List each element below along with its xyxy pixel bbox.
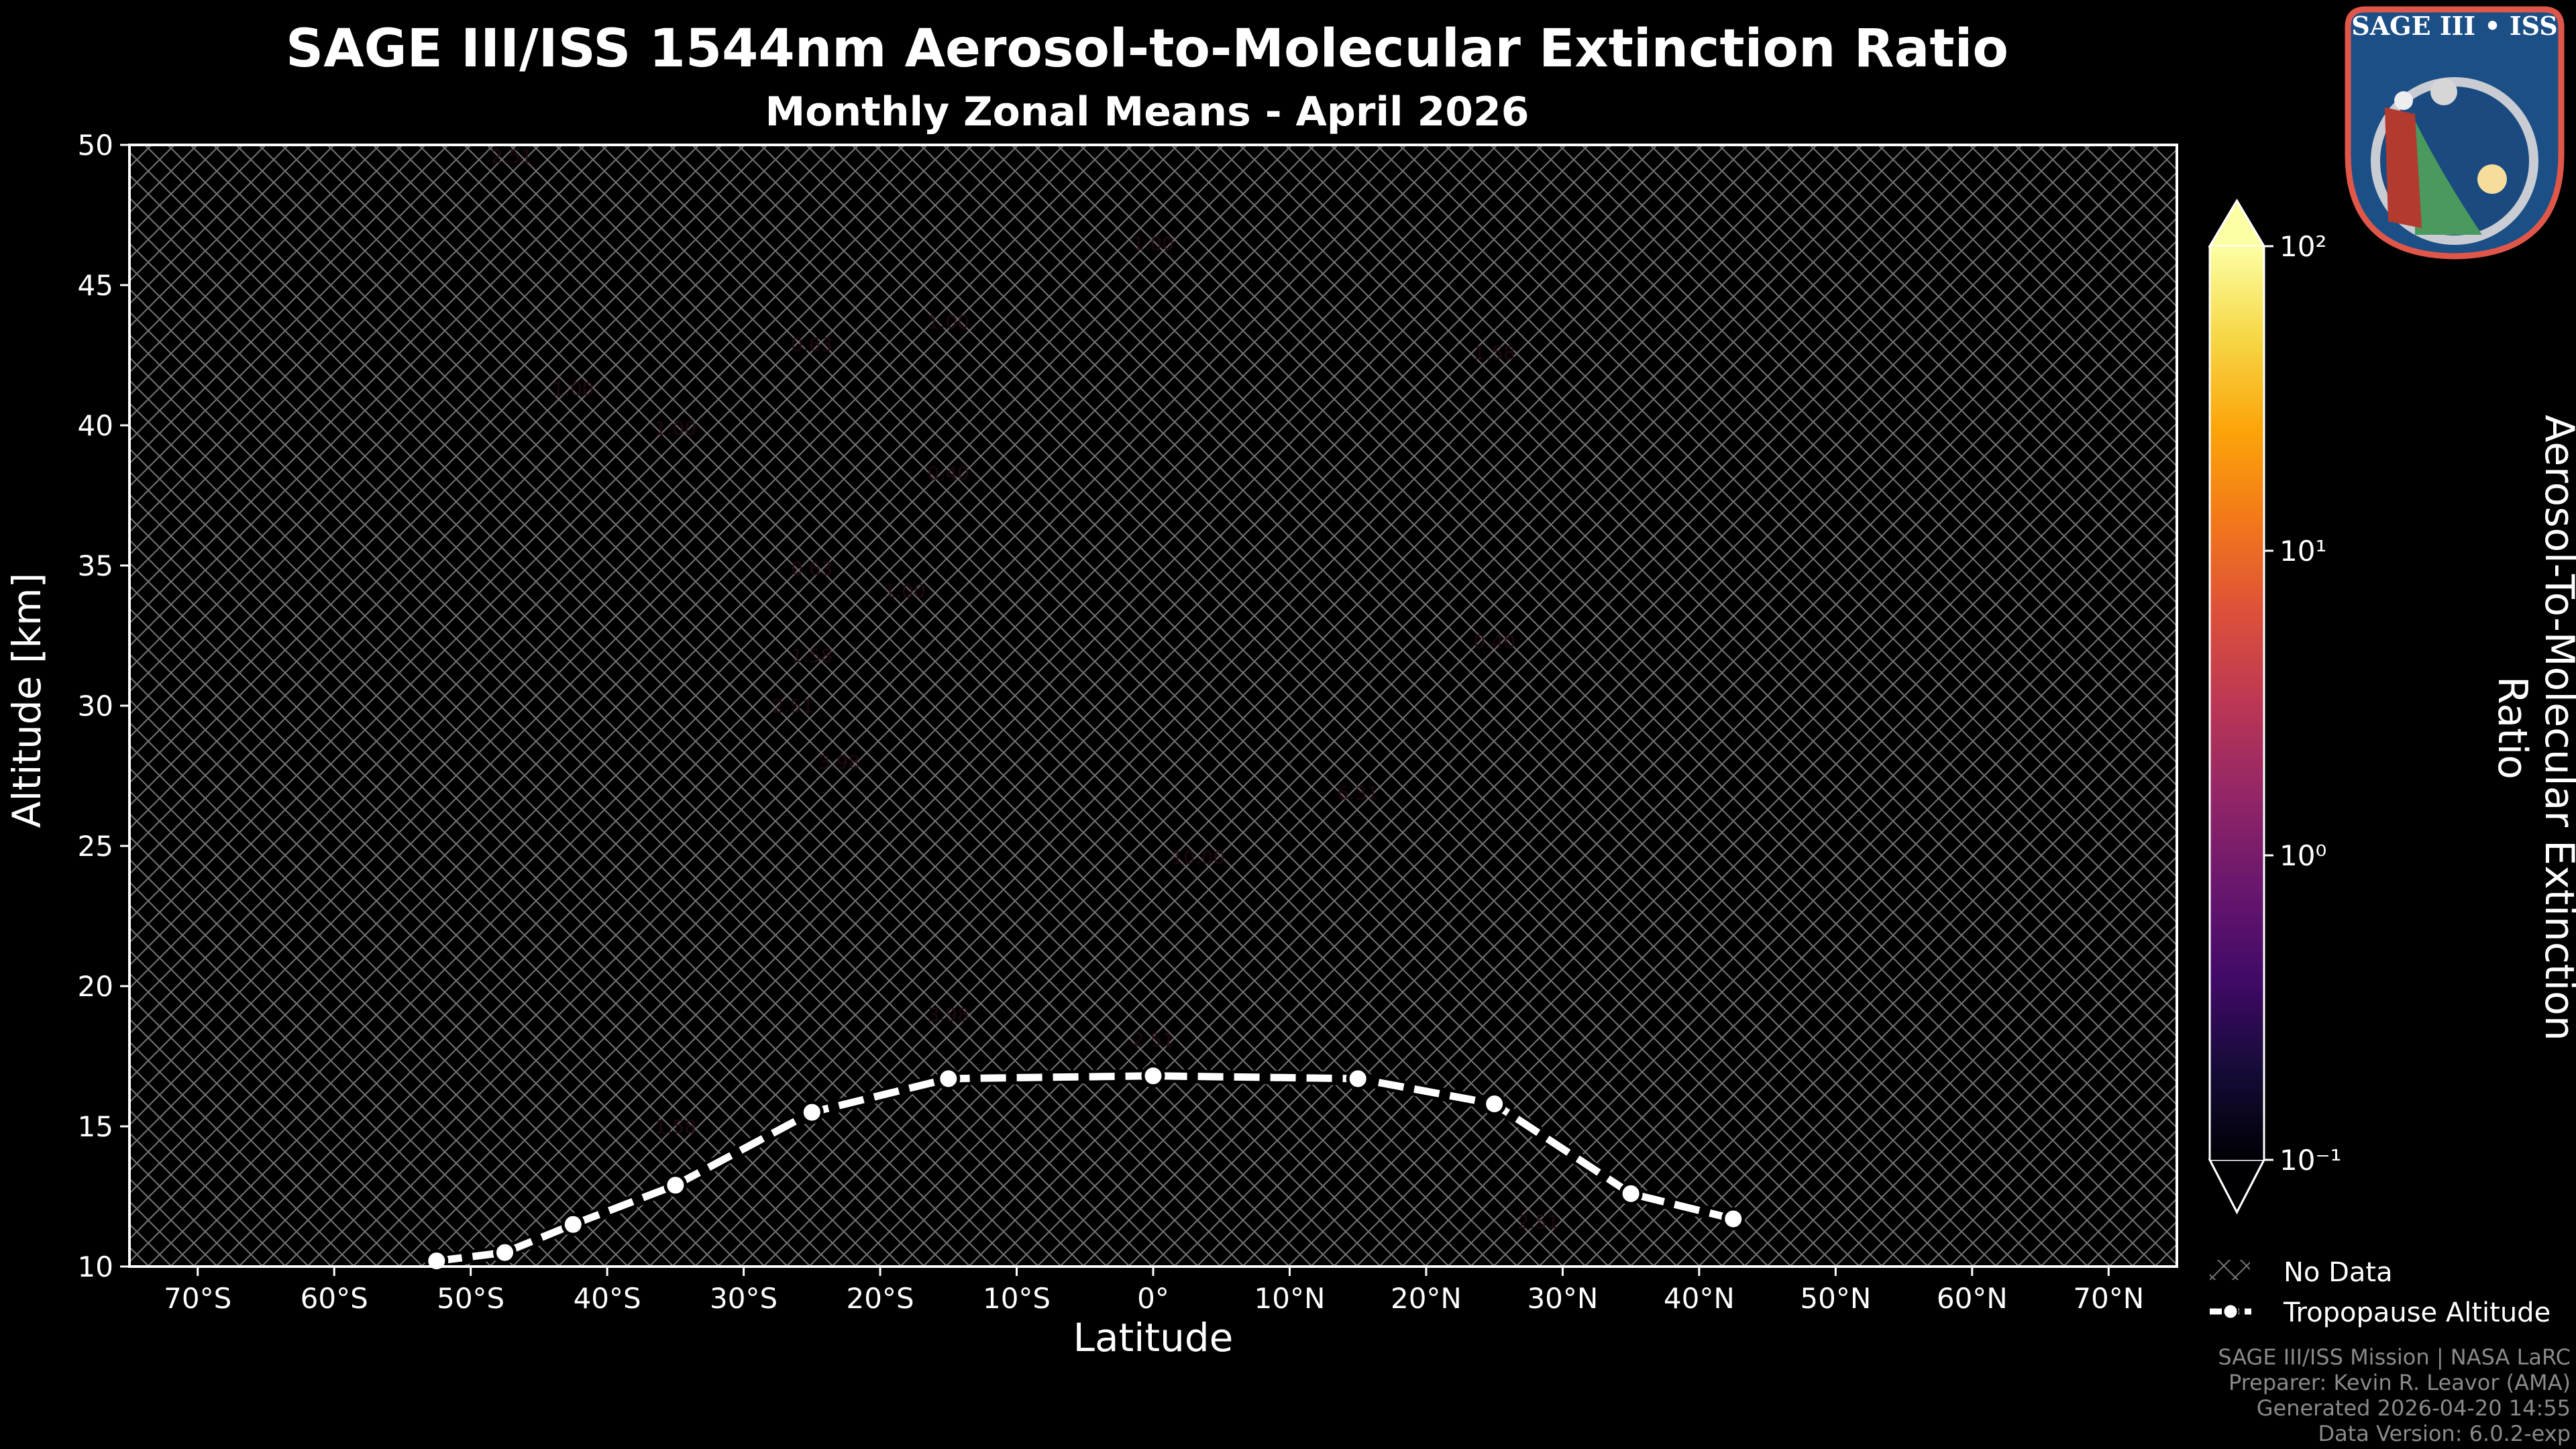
x-tick-label: 70°S bbox=[164, 1282, 231, 1315]
contour-label: 1.00 bbox=[884, 580, 926, 602]
tropopause-point bbox=[1721, 1207, 1746, 1231]
colorbar-label: Aerosol-To-Molecular Extinction Ratio bbox=[2489, 415, 2576, 1041]
legend-hatch-icon bbox=[2210, 1260, 2250, 1280]
colorbar-tick-label: 10⁻¹ bbox=[2279, 1144, 2341, 1177]
colorbar-extend-min bbox=[2208, 1159, 2266, 1215]
tropopause-point bbox=[936, 1067, 961, 1091]
colorbar: 10⁻¹ 10⁰ 10¹ 10² bbox=[2208, 199, 2341, 1215]
legend-tropopause-marker bbox=[2222, 1303, 2239, 1320]
y-axis-label: Altitude [km] bbox=[4, 572, 50, 828]
contour-label: 0.40 bbox=[1473, 631, 1515, 653]
colorbar-extend-max bbox=[2208, 199, 2266, 248]
x-tick-label: 40°S bbox=[574, 1282, 641, 1315]
y-tick-label: 45 bbox=[78, 269, 113, 302]
svg-text:SAGE III • ISS: SAGE III • ISS bbox=[2351, 11, 2557, 41]
y-tick-label: 50 bbox=[78, 129, 113, 162]
x-tick-label: 60°N bbox=[1937, 1282, 2008, 1315]
y-axis-ticks: 10 15 20 25 30 35 40 45 50 bbox=[78, 129, 129, 1283]
x-tick-label: 30°S bbox=[710, 1282, 777, 1315]
colorbar-tick-label: 10¹ bbox=[2279, 535, 2326, 568]
footer-generated: Generated 2026-04-20 14:55 bbox=[2256, 1395, 2571, 1421]
tropopause-point bbox=[1619, 1181, 1643, 1205]
contour-label: 6.31 bbox=[1337, 782, 1379, 804]
contour-label: 1.00 bbox=[928, 311, 969, 333]
footer-version: Data Version: 6.0.2-exp bbox=[2318, 1421, 2571, 1446]
contour-labels: 6.31 10.00 3.98 2.51 1.58 1.00 0.63 3.98 2.51 1.5… bbox=[491, 146, 1559, 1233]
contour-label: 1.58 bbox=[655, 1116, 696, 1138]
y-tick-label: 35 bbox=[78, 549, 113, 582]
x-tick-label: 10°N bbox=[1254, 1282, 1326, 1315]
legend: No Data Tropopause Altitude bbox=[2210, 1257, 2551, 1328]
chart-subtitle: Monthly Zonal Means - April 2026 bbox=[765, 89, 1529, 136]
x-axis-label: Latitude bbox=[1073, 1315, 1234, 1360]
tropopause-point bbox=[1346, 1067, 1370, 1091]
legend-tropopause-label: Tropopause Altitude bbox=[2283, 1297, 2551, 1328]
x-tick-label: 20°N bbox=[1391, 1282, 1462, 1315]
contour-label: 2.51 bbox=[772, 695, 814, 717]
legend-no-data-label: No Data bbox=[2284, 1257, 2393, 1288]
y-tick-label: 10 bbox=[78, 1250, 113, 1283]
tropopause-point bbox=[1483, 1092, 1507, 1116]
contour-label: 2.51 bbox=[1132, 1028, 1174, 1051]
no-data-regions bbox=[129, 145, 2177, 1267]
contour-label: 0.63 bbox=[791, 333, 833, 356]
y-tick-label: 15 bbox=[78, 1110, 113, 1143]
sage-iii-iss-logo: SAGE III • ISS bbox=[2345, 6, 2565, 260]
x-tick-label: 0° bbox=[1137, 1282, 1169, 1315]
contour-label: 3.98 bbox=[928, 1004, 969, 1026]
contour-label: 3.98 bbox=[818, 751, 860, 773]
contour-label: 1.00 bbox=[552, 378, 594, 400]
contour-label: 1.00 bbox=[1132, 232, 1174, 254]
contour-label: 1.58 bbox=[791, 645, 833, 667]
x-tick-label: 10°S bbox=[983, 1282, 1051, 1315]
chart-title: SAGE III/ISS 1544nm Aerosol-to-Molecular… bbox=[286, 19, 2008, 79]
footer-mission: SAGE III/ISS Mission | NASA LaRC bbox=[2218, 1344, 2571, 1370]
colorbar-tick-label: 10² bbox=[2279, 230, 2326, 263]
x-axis-ticks: 70°S 60°S 50°S 40°S 30°S 20°S 10°S 0° 10°N 20°N 30… bbox=[164, 1267, 2144, 1315]
x-tick-label: 50°N bbox=[1800, 1282, 1871, 1315]
tropopause-point bbox=[663, 1173, 688, 1197]
contour-label: 2.51 bbox=[1517, 1211, 1559, 1233]
contour-label: 10.00 bbox=[1171, 847, 1225, 869]
y-tick-label: 25 bbox=[78, 830, 113, 863]
tropopause-line bbox=[425, 1064, 1746, 1273]
contour-label: 2.51 bbox=[491, 146, 533, 168]
contour-label: 0.40 bbox=[928, 462, 969, 484]
tropopause-point bbox=[561, 1212, 585, 1236]
x-tick-label: 50°S bbox=[437, 1282, 504, 1315]
colorbar-tick-label: 10⁰ bbox=[2279, 839, 2326, 872]
tropopause-point bbox=[1141, 1064, 1165, 1088]
tropopause-point bbox=[800, 1100, 824, 1124]
contour-label: 1.00 bbox=[655, 417, 696, 439]
contour-label: 0.63 bbox=[791, 557, 833, 580]
y-tick-label: 40 bbox=[78, 409, 113, 442]
no-data-hatch bbox=[129, 145, 2177, 1267]
tropopause-point bbox=[425, 1249, 449, 1273]
contour-label: 1.58 bbox=[1473, 341, 1515, 364]
colorbar-gradient bbox=[2210, 246, 2264, 1160]
tropopause-point bbox=[493, 1240, 517, 1265]
x-tick-label: 20°S bbox=[847, 1282, 914, 1315]
y-tick-label: 20 bbox=[78, 970, 113, 1003]
footer-preparer: Preparer: Kevin R. Leavor (AMA) bbox=[2228, 1370, 2571, 1395]
y-tick-label: 30 bbox=[78, 690, 113, 722]
x-tick-label: 60°S bbox=[301, 1282, 368, 1315]
x-tick-label: 40°N bbox=[1664, 1282, 1735, 1315]
x-tick-label: 70°N bbox=[2073, 1282, 2144, 1315]
x-tick-label: 30°N bbox=[1527, 1282, 1598, 1315]
